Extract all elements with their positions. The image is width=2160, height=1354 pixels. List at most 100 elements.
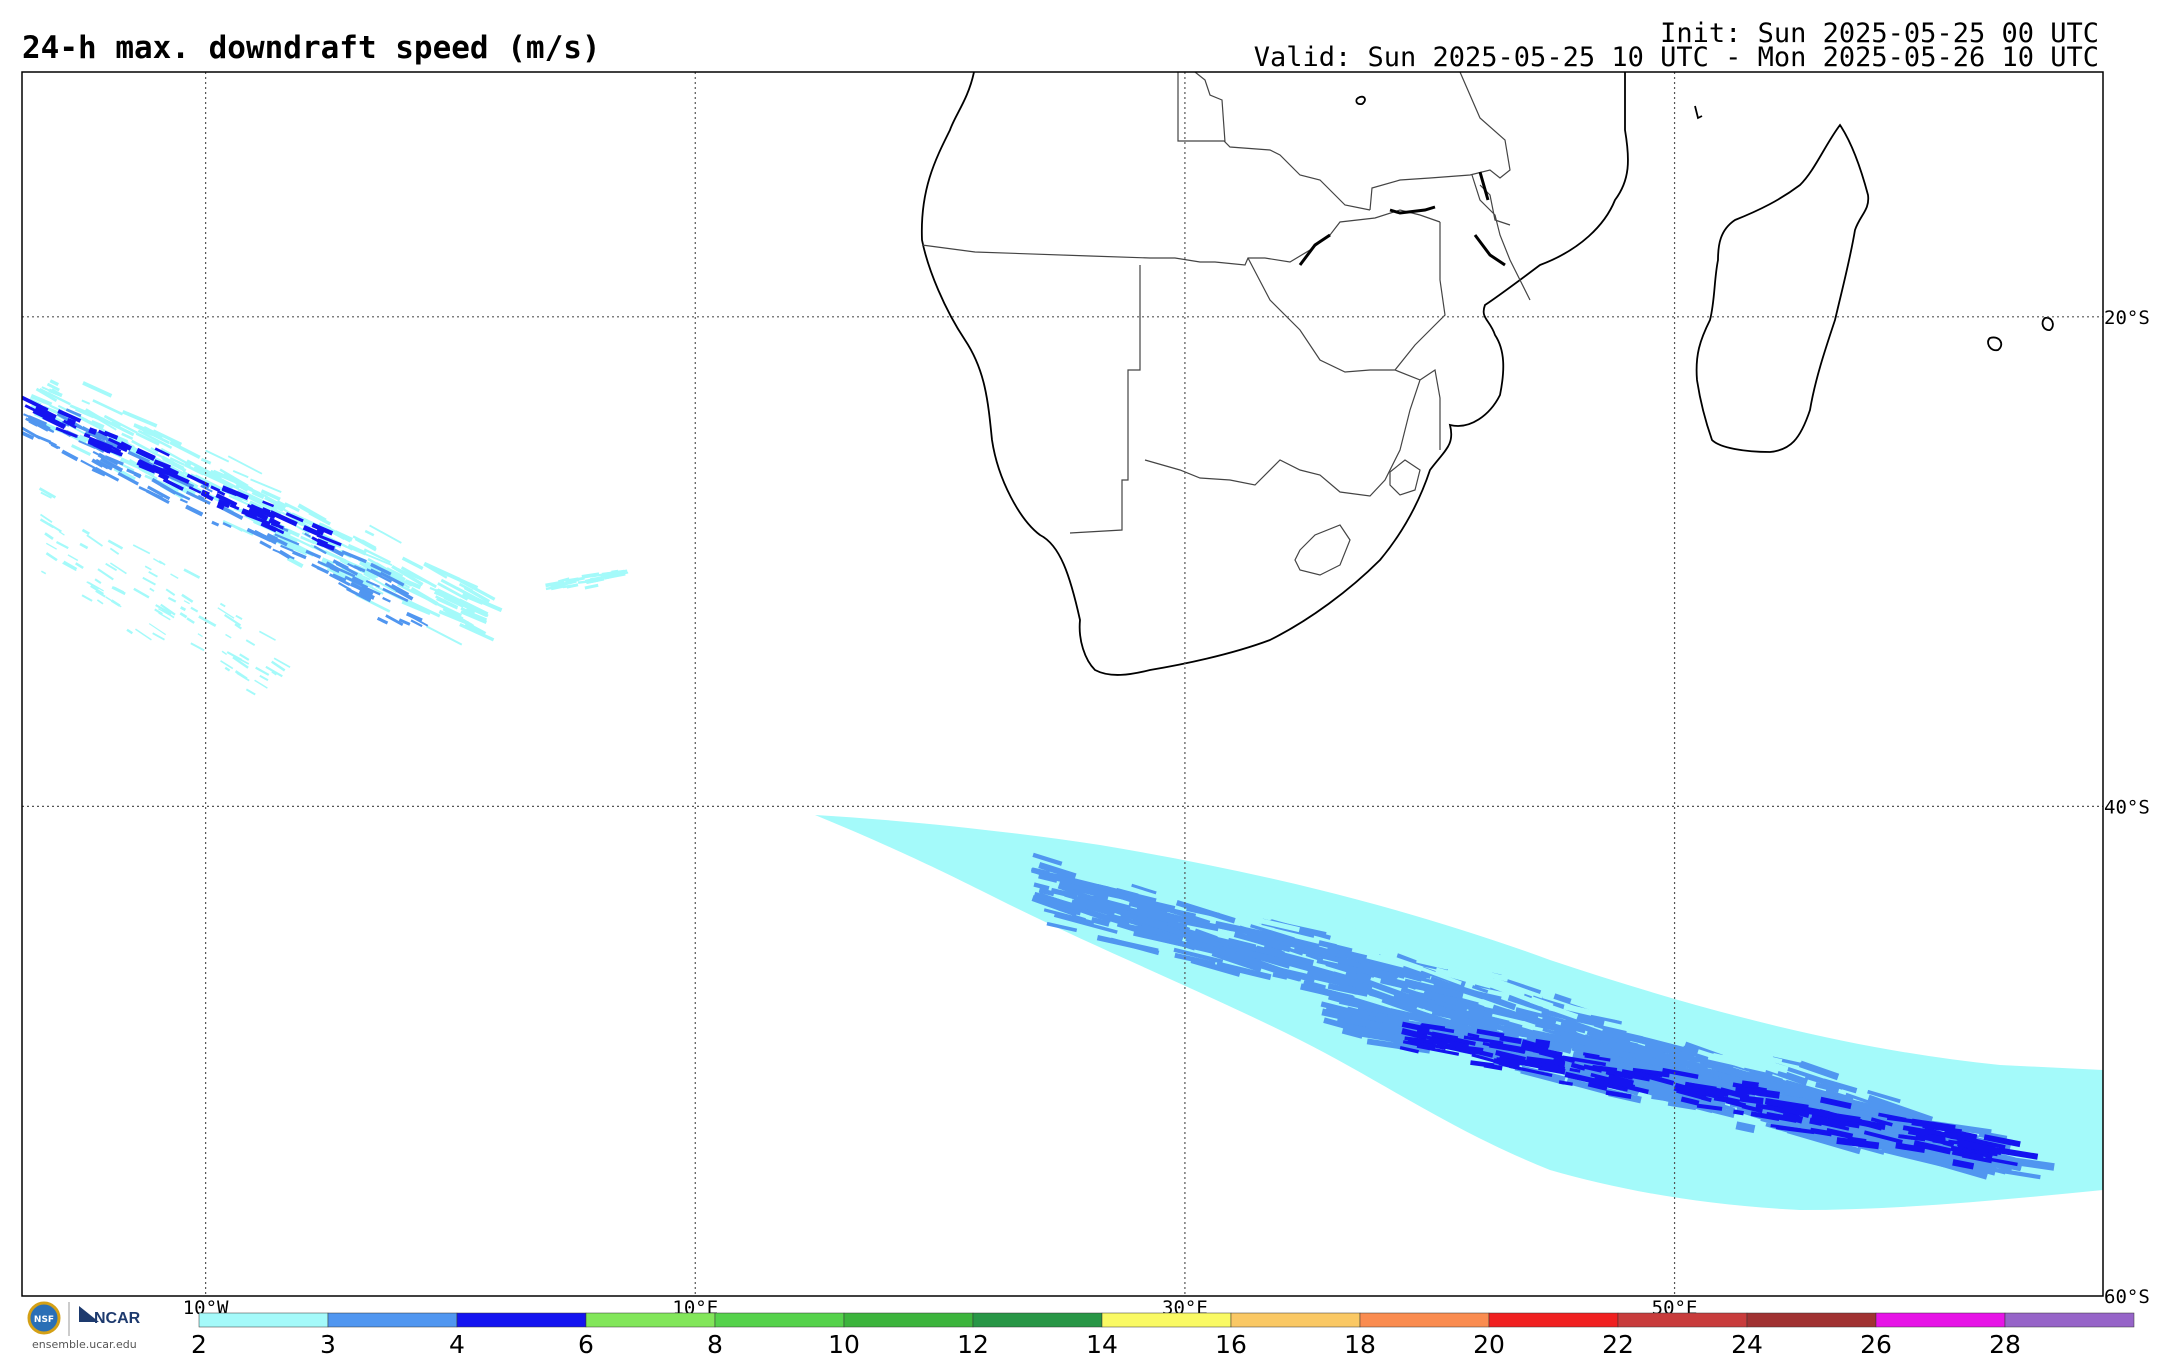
- downdraft-streak: [249, 503, 277, 520]
- downdraft-streak: [1482, 1041, 1525, 1054]
- downdraft-streak: [1584, 985, 1629, 1005]
- downdraft-streak: [382, 596, 391, 603]
- downdraft-streak: [1462, 943, 1507, 959]
- downdraft-streak: [1911, 1118, 1956, 1132]
- colorbar-tick-label: 6: [578, 1330, 594, 1354]
- downdraft-streak: [247, 507, 269, 522]
- downdraft-streak: [245, 688, 256, 696]
- downdraft-streak: [1404, 972, 1472, 995]
- downdraft-streak: [229, 503, 240, 511]
- downdraft-streak: [45, 542, 57, 550]
- downdraft-streak: [376, 616, 389, 625]
- downdraft-streak: [1495, 1050, 1526, 1063]
- downdraft-streak: [168, 475, 193, 489]
- colorbar-tick-label: 2: [191, 1330, 207, 1354]
- downdraft-streak: [423, 561, 461, 582]
- downdraft-streak: [437, 582, 469, 601]
- downdraft-streak: [1360, 967, 1387, 979]
- downdraft-streak: [1957, 1139, 2003, 1156]
- downdraft-streak: [1191, 865, 1216, 876]
- eswatini: [1389, 459, 1421, 496]
- downdraft-streak: [1304, 945, 1347, 959]
- downdraft-streak: [83, 432, 91, 439]
- ncar-label: NCAR: [94, 1310, 141, 1327]
- downdraft-streak: [1455, 956, 1518, 978]
- downdraft-streak: [1216, 961, 1272, 981]
- downdraft-streak: [604, 570, 616, 577]
- downdraft-streak: [1245, 949, 1279, 964]
- nsf-text: NSF: [34, 1315, 54, 1325]
- downdraft-streak: [23, 413, 47, 425]
- downdraft-streak: [88, 427, 98, 435]
- downdraft-streak: [121, 410, 158, 428]
- downdraft-streak: [160, 447, 192, 467]
- downdraft-streak: [1137, 924, 1183, 943]
- colorbar-swatch: [1359, 1312, 1490, 1328]
- downdraft-streak: [1345, 971, 1365, 981]
- downdraft-streak: [1444, 1043, 1484, 1052]
- downdraft-streak: [270, 660, 286, 672]
- downdraft-streak: [273, 657, 291, 668]
- madagascar-coastline: [1695, 123, 1870, 453]
- downdraft-streak: [1444, 1021, 1488, 1034]
- downdraft-streak: [121, 470, 136, 481]
- downdraft-streak: [1898, 1134, 1926, 1142]
- downdraft-streak: [1190, 957, 1241, 977]
- downdraft-streak: [1042, 873, 1110, 892]
- downdraft-streak: [154, 447, 170, 457]
- downdraft-streak: [1597, 1011, 1626, 1023]
- downdraft-streak: [181, 593, 194, 603]
- downdraft-streak: [1722, 1049, 1780, 1074]
- downdraft-streak: [1740, 1049, 1783, 1065]
- downdraft-streak: [105, 562, 118, 572]
- downdraft-streak: [1471, 985, 1489, 994]
- downdraft-streak: [1105, 888, 1159, 912]
- downdraft-streak: [1603, 1020, 1650, 1037]
- downdraft-streak: [197, 494, 205, 502]
- downdraft-streak: [1782, 1107, 1810, 1118]
- downdraft-streak: [91, 439, 104, 448]
- colorbar-tick-label: 3: [320, 1330, 336, 1354]
- downdraft-streak: [260, 521, 278, 533]
- downdraft-streak: [42, 414, 67, 430]
- downdraft-streak: [79, 542, 89, 550]
- downdraft-streak: [55, 541, 69, 550]
- downdraft-streak: [1180, 876, 1229, 892]
- downdraft-streak: [40, 491, 52, 499]
- colorbar-tick-label: 20: [1473, 1330, 1505, 1354]
- downdraft-streak: [1712, 1052, 1743, 1066]
- downdraft-streak: [325, 561, 340, 571]
- downdraft-streak: [1407, 967, 1432, 979]
- reunion: [2041, 316, 2054, 331]
- downdraft-streak: [358, 589, 375, 600]
- downdraft-streak: [1529, 996, 1554, 1011]
- lake-kariba: [1298, 233, 1331, 266]
- downdraft-streak: [1507, 994, 1550, 1014]
- downdraft-streak: [1131, 883, 1157, 895]
- downdraft-streak: [75, 407, 95, 419]
- downdraft-streak: [104, 415, 138, 434]
- downdraft-streak: [1366, 957, 1395, 971]
- downdraft-streak: [1165, 914, 1185, 924]
- downdraft-streak: [1750, 1111, 1780, 1121]
- downdraft-streak: [81, 594, 93, 602]
- downdraft-streak: [363, 569, 379, 579]
- downdraft-streak: [110, 599, 121, 607]
- downdraft-streak: [1737, 1042, 1802, 1063]
- downdraft-streak: [1401, 1021, 1431, 1033]
- downdraft-streak: [107, 539, 124, 550]
- downdraft-streak: [227, 455, 263, 475]
- downdraft-streak: [361, 539, 377, 550]
- downdraft-streak: [361, 584, 381, 596]
- downdraft-streak: [272, 503, 285, 512]
- downdraft-streak: [217, 489, 226, 496]
- downdraft-streak: [1895, 1142, 1926, 1154]
- downdraft-streak: [346, 587, 372, 603]
- downdraft-streak: [153, 558, 163, 565]
- downdraft-streak: [1584, 1054, 1611, 1062]
- downdraft-streak: [363, 548, 391, 564]
- downdraft-streak: [1818, 1120, 1838, 1127]
- downdraft-streak: [1445, 964, 1482, 980]
- colorbar-tick-label: 4: [449, 1330, 465, 1354]
